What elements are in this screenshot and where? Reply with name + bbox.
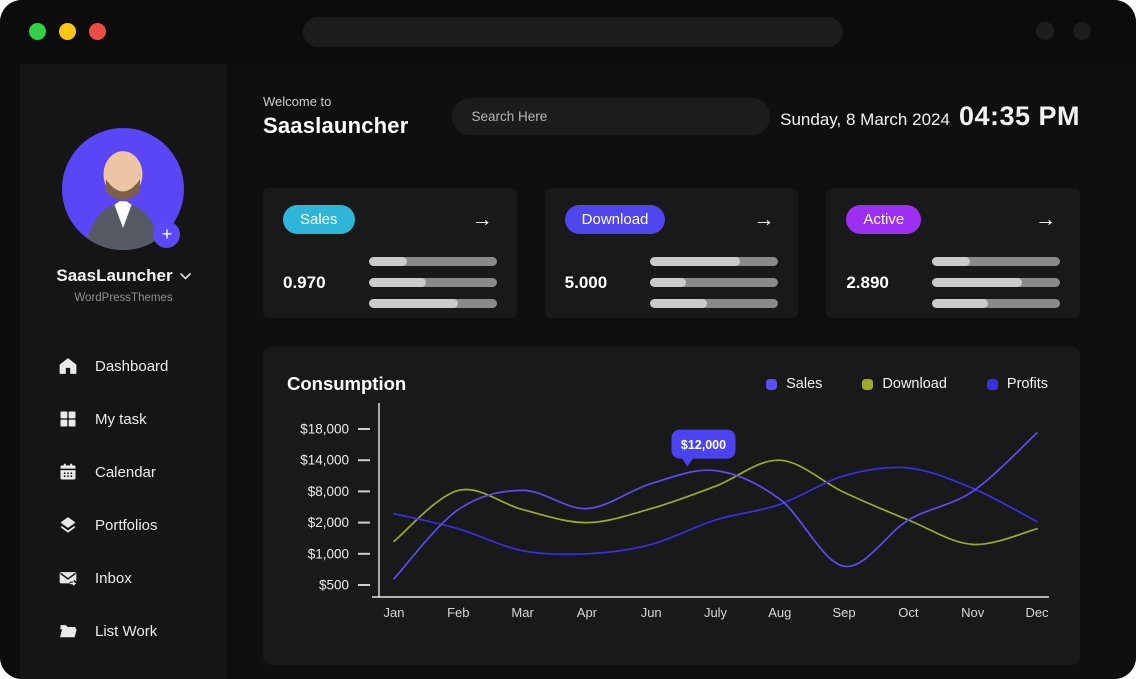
sales-value: 0.970	[283, 272, 326, 292]
sidebar-item-list-work[interactable]: List Work	[58, 615, 227, 647]
date-text: Sunday, 8 March 2024	[780, 110, 950, 129]
arrow-right-icon[interactable]: →	[753, 207, 775, 231]
svg-text:$12,000: $12,000	[681, 438, 726, 452]
main-content: Welcome to Saaslauncher Sunday, 8 March …	[227, 64, 1136, 679]
legend-item-download[interactable]: Download	[862, 376, 947, 392]
sidebar-nav: Dashboard My task Calendar Portfolios In…	[20, 350, 227, 668]
svg-text:$1,000: $1,000	[308, 546, 349, 561]
svg-text:Feb: Feb	[447, 605, 469, 620]
svg-text:$500: $500	[319, 578, 349, 593]
sidebar-item-label: Portfolios	[95, 516, 158, 534]
profile-name-dropdown[interactable]: SaasLauncher	[56, 266, 191, 286]
sales-bars	[368, 257, 497, 308]
download-value: 5.000	[564, 272, 608, 292]
chevron-down-icon	[179, 272, 191, 280]
traffic-lights	[29, 23, 106, 40]
grid-icon	[58, 409, 78, 429]
search-box	[452, 98, 771, 135]
stat-card-sales: Sales → 0.970	[263, 188, 517, 318]
svg-text:Mar: Mar	[511, 605, 534, 620]
legend-label: Sales	[786, 376, 823, 392]
legend-label: Download	[882, 376, 947, 392]
svg-text:Aug: Aug	[768, 605, 791, 620]
svg-text:Apr: Apr	[577, 605, 598, 620]
sidebar-item-calendar[interactable]: Calendar	[58, 456, 227, 488]
page-header: Welcome to Saaslauncher Sunday, 8 March …	[263, 94, 1080, 139]
consumption-line-chart: $18,000 $14,000 $8,000 $2,000 $1,000 $500 Jan F…	[300, 403, 1049, 620]
traffic-light-green[interactable]	[29, 23, 46, 40]
stat-card-active: Active → 2.890	[826, 188, 1081, 318]
svg-text:Jun: Jun	[641, 605, 662, 620]
arrow-right-icon[interactable]: →	[1035, 207, 1057, 231]
profits-legend-dot	[986, 378, 998, 390]
stat-cards-row: Sales → 0.970 Download → 5.000	[263, 188, 1081, 318]
svg-text:Dec: Dec	[1025, 605, 1049, 620]
active-bars	[932, 257, 1061, 308]
traffic-light-yellow[interactable]	[59, 23, 76, 40]
datetime: Sunday, 8 March 2024 04:35 PM	[780, 101, 1080, 132]
sidebar-item-label: Inbox	[95, 569, 132, 587]
active-value: 2.890	[846, 272, 889, 292]
profile-subtitle: WordPressThemes	[74, 292, 173, 304]
svg-text:July: July	[704, 605, 728, 620]
titlebar	[0, 0, 1136, 64]
titlebar-address-field[interactable]	[303, 17, 843, 47]
sidebar-item-my-task[interactable]: My task	[58, 403, 227, 435]
time-text: 04:35 PM	[958, 101, 1080, 131]
sales-badge: Sales	[283, 205, 355, 234]
welcome-text: Welcome to	[263, 94, 332, 109]
titlebar-button-left[interactable]	[1036, 22, 1054, 40]
welcome-block: Welcome to Saaslauncher	[263, 94, 408, 139]
sales-legend-dot	[766, 378, 778, 390]
sidebar-item-portfolios[interactable]: Portfolios	[58, 509, 227, 541]
sidebar-item-label: List Work	[95, 622, 158, 640]
chart-tooltip: $12,000	[671, 429, 736, 467]
page-title: Saaslauncher	[263, 113, 409, 138]
chart-title: Consumption	[287, 373, 407, 394]
sidebar-item-dashboard[interactable]: Dashboard	[58, 350, 227, 382]
legend-label: Profits	[1006, 376, 1048, 392]
add-avatar-button[interactable]: +	[153, 221, 181, 248]
profile-name: SaasLauncher	[56, 266, 173, 285]
calendar-icon	[58, 462, 78, 482]
sidebar-item-label: Dashboard	[95, 357, 169, 375]
home-icon	[58, 356, 78, 376]
stat-card-download: Download → 5.000	[544, 188, 799, 318]
layers-icon	[58, 515, 78, 535]
inbox-icon	[58, 568, 78, 588]
active-badge: Active	[846, 205, 922, 234]
consumption-card: Consumption Sales Download Profits	[263, 347, 1080, 665]
svg-text:Sep: Sep	[833, 605, 856, 620]
svg-text:Nov: Nov	[961, 605, 985, 620]
download-legend-dot	[862, 378, 874, 390]
svg-text:Oct: Oct	[898, 605, 919, 620]
svg-text:$8,000: $8,000	[308, 484, 349, 499]
folder-icon	[58, 621, 78, 641]
svg-text:$14,000: $14,000	[300, 453, 349, 468]
traffic-light-red[interactable]	[89, 23, 106, 40]
sidebar: + SaasLauncher WordPressThemes Dashboard…	[20, 64, 227, 679]
sidebar-item-label: My task	[95, 410, 147, 428]
sidebar-item-inbox[interactable]: Inbox	[58, 562, 227, 594]
sidebar-item-label: Calendar	[95, 463, 156, 481]
search-input[interactable]	[452, 98, 771, 135]
arrow-right-icon[interactable]: →	[471, 207, 493, 231]
legend-item-sales[interactable]: Sales	[766, 376, 822, 392]
svg-text:Jan: Jan	[384, 605, 405, 620]
download-badge: Download	[564, 205, 666, 234]
svg-text:$2,000: $2,000	[308, 515, 349, 530]
download-bars	[650, 257, 779, 308]
legend-item-profits[interactable]: Profits	[986, 376, 1048, 392]
svg-text:$18,000: $18,000	[300, 422, 349, 437]
titlebar-button-right[interactable]	[1073, 22, 1091, 40]
avatar-image	[62, 128, 185, 250]
avatar: +	[62, 128, 185, 250]
chart-legend: Sales Download Profits	[766, 376, 1048, 392]
profile-block: + SaasLauncher WordPressThemes	[56, 128, 191, 304]
